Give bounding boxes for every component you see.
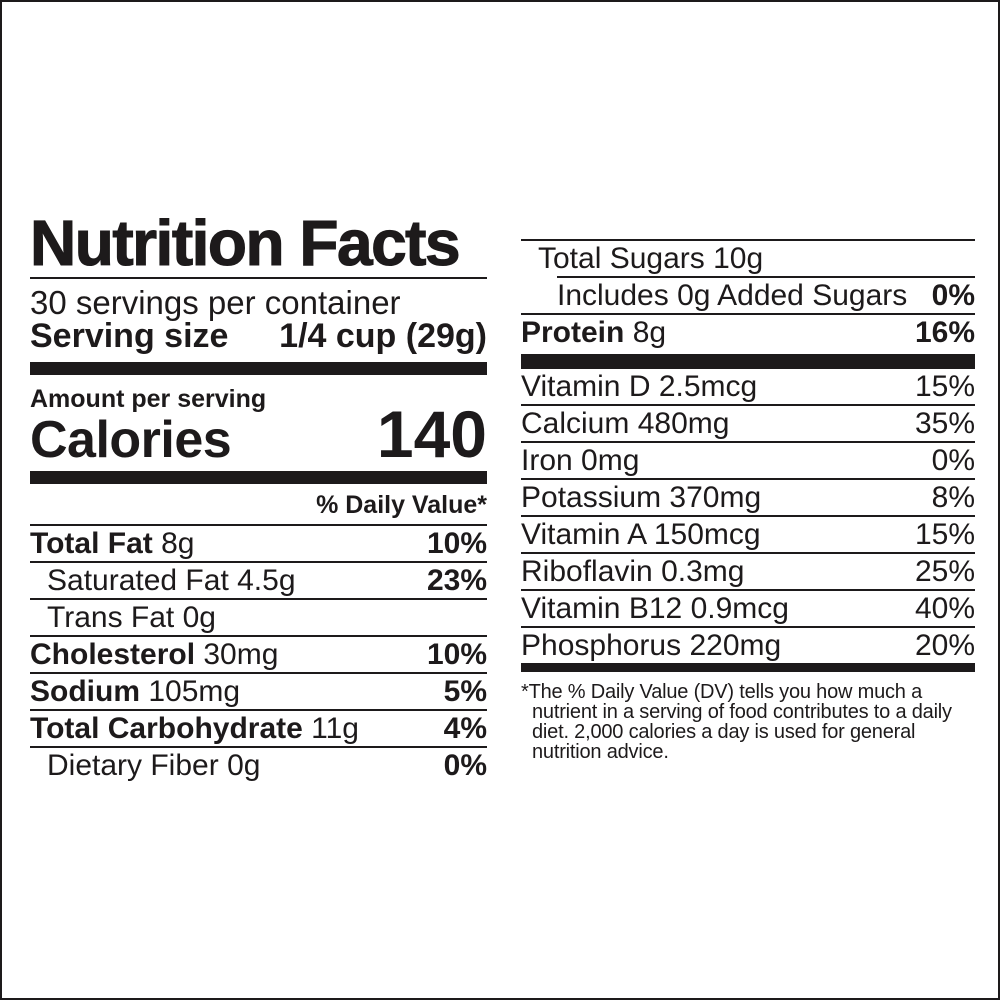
footnote-line: *The % Daily Value (DV) tells you how mu…	[521, 681, 922, 703]
row-total-fat: Total Fat 8g 10%	[30, 526, 487, 563]
amount-per-serving-label: Amount per serving	[30, 385, 267, 413]
nutrient-name: Total Sugars	[538, 242, 705, 275]
nutrient-name: Total Fat	[30, 527, 153, 560]
nutrient-amount: 30mg	[203, 638, 279, 671]
row-phosphorus: Phosphorus 220mg 20%	[521, 628, 975, 663]
nutrient-amount: 2.5mcg	[658, 370, 758, 403]
nutrient-amount: 8g	[161, 527, 195, 560]
nutrient-name: Phosphorus	[521, 629, 682, 662]
row-vitamin-a: Vitamin A 150mcg 15%	[521, 517, 975, 554]
nutrient-amount: 8g	[632, 316, 667, 349]
nutrient-name: Vitamin A	[521, 518, 646, 551]
row-calcium: Calcium 480mg 35%	[521, 406, 975, 443]
nutrient-name: Potassium	[521, 481, 662, 514]
nutrient-amount: 0.9mcg	[690, 592, 789, 625]
nutrient-dv: 10%	[426, 527, 487, 560]
nutrient-dv: 5%	[443, 675, 487, 708]
nutrient-name: Trans Fat	[47, 601, 175, 634]
calories-label: Calories	[30, 411, 232, 469]
nutrient-amount: 370mg	[669, 481, 762, 514]
nutrient-name: Cholesterol	[30, 638, 196, 671]
thick-divider-bar	[30, 362, 487, 375]
nutrient-dv: 0%	[931, 279, 975, 312]
nutrient-name: Dietary Fiber	[47, 749, 219, 782]
nutrient-name: Calcium	[521, 407, 630, 440]
nutrient-name: Iron	[521, 444, 573, 477]
nutrient-dv: 8%	[931, 481, 975, 514]
nutrient-amount: 150mcg	[653, 518, 761, 551]
nutrient-amount: 0g	[182, 601, 216, 634]
nutrient-amount: 220mg	[689, 629, 782, 662]
nutrient-dv: 0%	[931, 444, 975, 477]
row-trans-fat: Trans Fat 0g	[30, 600, 487, 637]
row-iron: Iron 0mg 0%	[521, 443, 975, 480]
row-vitamin-d: Vitamin D 2.5mcg 15%	[521, 369, 975, 406]
thick-divider-bar	[521, 354, 975, 369]
nutrient-name: Sodium	[30, 675, 140, 708]
calories-row: Calories 140	[30, 397, 487, 471]
footnote-line: diet. 2,000 calories a day is used for g…	[532, 721, 916, 743]
row-vitamin-b12: Vitamin B12 0.9mcg 40%	[521, 591, 975, 628]
nutrient-name: Vitamin D	[521, 370, 651, 403]
nutrient-amount: 4.5g	[237, 564, 296, 597]
nutrient-name: Vitamin B12	[521, 592, 683, 625]
row-protein: Protein 8g 16%	[521, 313, 975, 354]
nutrient-name: Protein	[521, 316, 625, 349]
servings-per-container: 30 servings per container	[30, 284, 401, 321]
nutrient-dv: 23%	[426, 564, 487, 597]
nutrient-name: Includes 0g Added Sugars	[557, 279, 908, 312]
serving-size-row: Serving size 1/4 cup (29g)	[30, 319, 487, 354]
row-total-sugars: Total Sugars 10g	[521, 239, 975, 276]
serving-size-value: 1/4 cup (29g)	[279, 317, 487, 355]
nutrient-dv: 35%	[914, 407, 975, 440]
nutrient-dv: 10%	[426, 638, 487, 671]
thick-divider-bar	[30, 471, 487, 484]
thick-divider-bar	[521, 663, 975, 672]
nutrient-name: Saturated Fat	[47, 564, 229, 597]
nutrient-amount: 0mg	[581, 444, 640, 477]
label-right-column: Total Sugars 10g Includes 0g Added Sugar…	[521, 239, 975, 762]
row-added-sugars: Includes 0g Added Sugars 0%	[557, 276, 975, 313]
nutrient-dv: 16%	[914, 316, 975, 349]
row-dietary-fiber: Dietary Fiber 0g 0%	[30, 748, 487, 783]
calories-value: 140	[376, 397, 487, 471]
nutrient-dv: 4%	[443, 712, 487, 745]
serving-size-label: Serving size	[30, 317, 229, 355]
row-saturated-fat: Saturated Fat 4.5g 23%	[30, 563, 487, 600]
row-total-carbohydrate: Total Carbohydrate 11g 4%	[30, 711, 487, 748]
row-potassium: Potassium 370mg 8%	[521, 480, 975, 517]
nutrient-amount: 0g	[227, 749, 261, 782]
nutrient-amount: 480mg	[637, 407, 730, 440]
nutrient-dv: 40%	[914, 592, 975, 625]
nutrient-amount: 10g	[713, 242, 764, 275]
label-left-column: Nutrition Facts 30 servings per containe…	[29, 210, 487, 783]
nutrient-dv: 15%	[914, 370, 975, 403]
footnote-line: nutrient in a serving of food contribute…	[532, 701, 952, 723]
nutrient-amount: 105mg	[148, 675, 241, 708]
nutrient-amount: 0.3mg	[661, 555, 745, 588]
row-sodium: Sodium 105mg 5%	[30, 674, 487, 711]
daily-value-footnote: *The % Daily Value (DV) tells you how mu…	[521, 682, 975, 762]
label-title: Nutrition Facts	[29, 210, 487, 279]
nutrient-dv: 0%	[443, 749, 487, 782]
daily-value-header: % Daily Value*	[30, 484, 487, 526]
nutrient-name: Total Carbohydrate	[30, 712, 303, 745]
row-cholesterol: Cholesterol 30mg 10%	[30, 637, 487, 674]
nutrient-amount: 11g	[311, 712, 359, 745]
nutrient-dv: 15%	[914, 518, 975, 551]
row-riboflavin: Riboflavin 0.3mg 25%	[521, 554, 975, 591]
nutrient-name: Riboflavin	[521, 555, 653, 588]
nutrient-dv: 20%	[914, 629, 975, 662]
footnote-line: nutrition advice.	[532, 741, 669, 763]
nutrient-dv: 25%	[914, 555, 975, 588]
